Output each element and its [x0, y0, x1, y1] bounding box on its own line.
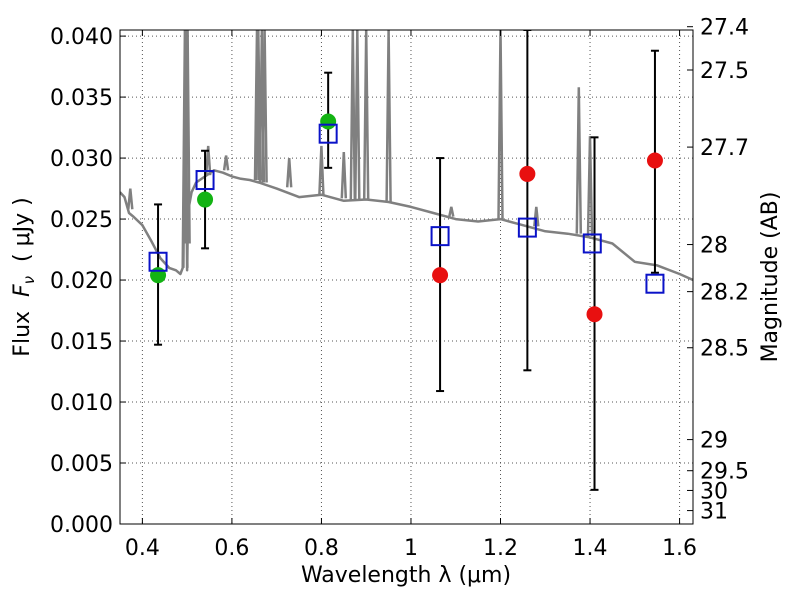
y-tick-label: 0.030 [50, 147, 113, 172]
y-tick-label: 0.010 [50, 391, 113, 416]
y-tick-label: 0.040 [50, 25, 113, 50]
y-axis-label: Flux Fν ( μJy ) [10, 197, 38, 356]
y2-tick-label: 27.5 [700, 59, 749, 84]
model-spectrum-line [120, 30, 693, 282]
red-data-point [586, 306, 603, 323]
y2-tick-label: 31 [700, 500, 728, 525]
blue-square-marker [645, 273, 665, 294]
emission-line-spike [340, 151, 348, 199]
gridlines [120, 30, 693, 525]
plot-area [120, 30, 693, 491]
emission-line-spike [184, 30, 191, 244]
emission-line-spike [448, 206, 455, 217]
emission-line-spike [575, 87, 583, 234]
y2-tick-label: 30 [700, 479, 728, 504]
emission-line-spike [285, 158, 293, 188]
emission-line-spike [127, 188, 134, 210]
red-data-point [519, 165, 536, 182]
emission-line-spike [354, 30, 361, 200]
emission-line-spike [253, 30, 261, 181]
y2-tick-label: 29 [700, 429, 728, 454]
y2-tick-label: 28.5 [700, 337, 749, 362]
red-data-point [432, 267, 449, 284]
y-tick-label: 0.020 [50, 269, 113, 294]
x-tick-label: 1.2 [483, 536, 518, 561]
emission-line-spike [362, 30, 370, 200]
emission-line-spike [204, 145, 212, 176]
y-tick-label: 0.035 [50, 86, 113, 111]
blue-square-marker [148, 251, 168, 272]
x-tick-label: 0.8 [304, 536, 339, 561]
blue-square-marker [430, 226, 450, 247]
plot-frame [119, 29, 694, 525]
emission-line-spike [261, 30, 268, 183]
y2-axis-label: Magnitude (AB) [758, 192, 783, 363]
blue-square-marker [318, 123, 338, 144]
green-data-point [197, 191, 214, 208]
emission-line-spike [222, 155, 230, 171]
axis-ticks: 0.4 0.6 0.8 1 1.2 1.4 1.6 0.000 0.005 0.010 0.015 0… [50, 16, 749, 561]
x-tick-label: 0.4 [125, 536, 160, 561]
x-tick-label: 1.6 [662, 536, 697, 561]
y2-tick-label: 27.4 [700, 16, 749, 41]
emission-line-spike [586, 136, 594, 237]
y-tick-label: 0.005 [50, 452, 113, 477]
y2-tick-label: 28 [700, 234, 728, 259]
blue-square-marker [195, 170, 215, 191]
green-data-point [150, 267, 167, 284]
emission-line-spike [349, 30, 357, 200]
red-data-point [646, 152, 663, 169]
emission-line-spike [497, 30, 504, 220]
y-tick-label: 0.000 [50, 513, 113, 538]
x-axis-label: Wavelength λ (μm) [301, 563, 511, 588]
y-tick-label: 0.025 [50, 208, 113, 233]
y-tick-label: 0.015 [50, 330, 113, 355]
y2-tick-label: 28.2 [700, 281, 749, 306]
y2-tick-label: 29.5 [700, 460, 749, 485]
blue-square-marker [517, 217, 537, 238]
green-data-point [320, 113, 337, 130]
x-tick-label: 0.6 [214, 536, 249, 561]
x-tick-label: 1 [404, 536, 418, 561]
emission-line-spike [385, 30, 392, 203]
y2-tick-label: 27.7 [700, 136, 749, 161]
blue-square-marker [582, 233, 602, 254]
x-tick-label: 1.4 [573, 536, 608, 561]
emission-line-spike [318, 145, 325, 195]
